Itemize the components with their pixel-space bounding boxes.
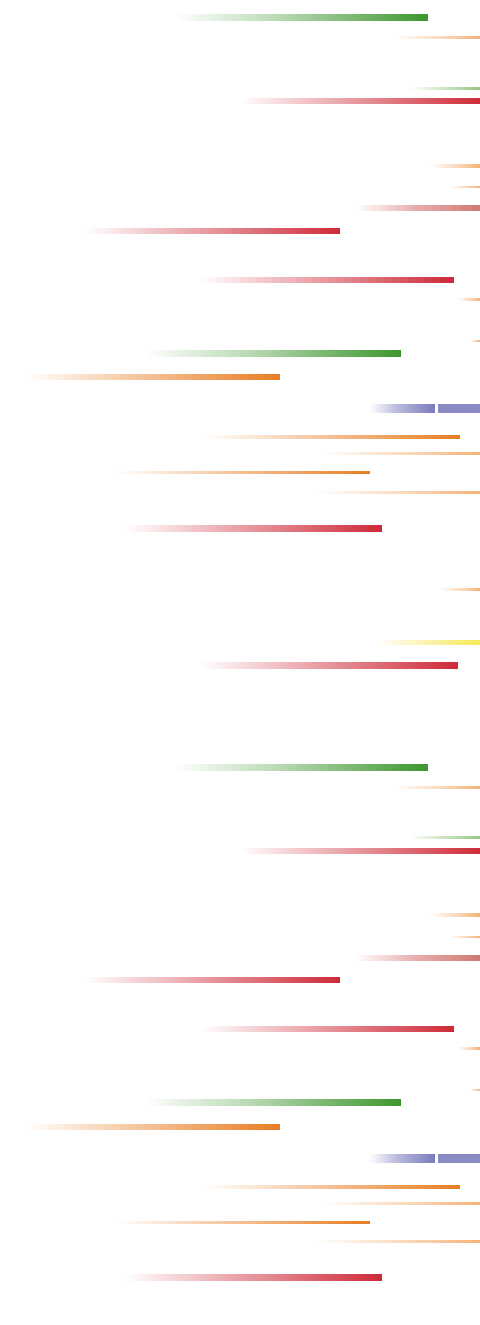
streak-green [145, 1099, 401, 1106]
streak-orange [205, 1185, 460, 1189]
streak-light-green [410, 87, 480, 90]
streak-peach [440, 588, 480, 591]
streak-peach [470, 340, 480, 342]
streak-orange [115, 471, 370, 474]
streak-peach [470, 1089, 480, 1091]
streak-peach [395, 36, 480, 39]
streak-green [175, 14, 428, 21]
streak-purple [370, 1154, 435, 1163]
streak-light-green [410, 836, 480, 839]
streak-faded-red [355, 955, 480, 961]
streak-red [125, 1274, 382, 1281]
streak-orange [25, 374, 280, 380]
streak-peach [320, 1202, 480, 1205]
streak-red [125, 525, 382, 532]
streak-peach [320, 452, 480, 455]
streak-peach [458, 1047, 480, 1050]
streak-peach [430, 164, 480, 168]
streak-red [200, 277, 454, 283]
streak-purple [370, 404, 435, 413]
streak-peach [450, 936, 480, 938]
streak-purple-solid [438, 404, 480, 413]
streak-red [200, 662, 458, 669]
streak-peach [458, 298, 480, 301]
streak-peach [395, 786, 480, 789]
streak-orange [205, 435, 460, 439]
streak-red [240, 98, 480, 104]
streak-red [200, 1026, 454, 1032]
streak-green [175, 764, 428, 771]
streak-red [85, 977, 340, 983]
streak-green [145, 350, 401, 357]
streak-orange [115, 1221, 370, 1224]
streak-purple-solid [438, 1154, 480, 1163]
streak-peach [430, 913, 480, 917]
streak-peach [450, 186, 480, 188]
streak-peach [315, 1240, 480, 1243]
streak-yellow [375, 640, 480, 645]
streak-red [85, 228, 340, 234]
streak-orange [25, 1124, 280, 1130]
streak-faded-red [355, 205, 480, 211]
streak-red [240, 848, 480, 854]
streak-peach [315, 491, 480, 494]
